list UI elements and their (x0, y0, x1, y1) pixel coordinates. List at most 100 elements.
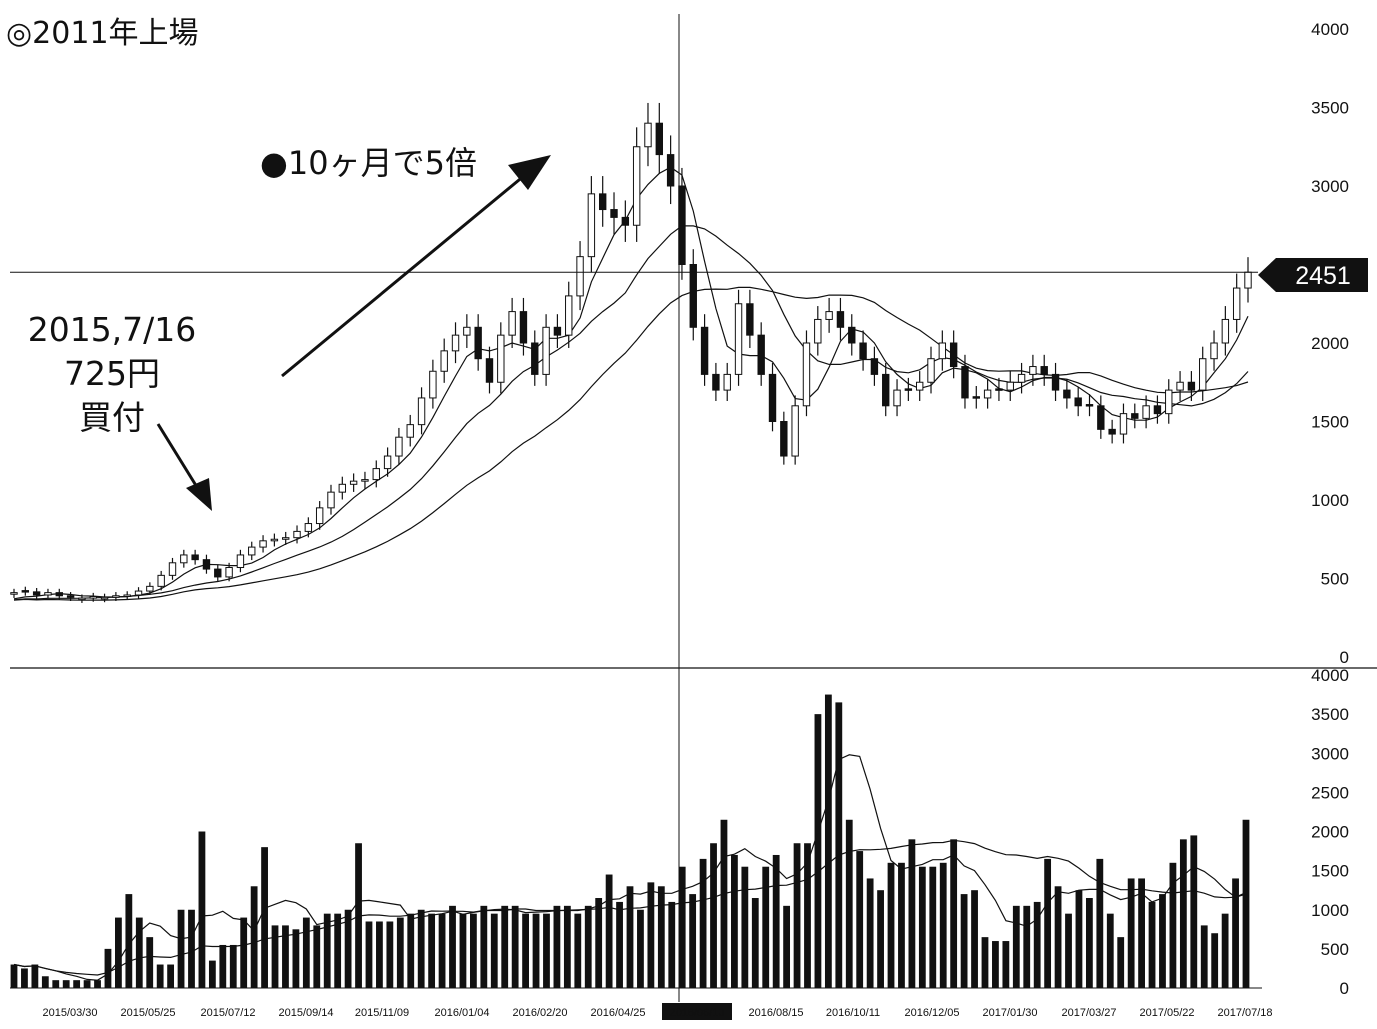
volume-tick-label: 2000 (1311, 823, 1349, 842)
volume-bar (376, 921, 383, 988)
candle-body (893, 389, 901, 407)
candle-body (100, 596, 109, 600)
candle-body (123, 594, 131, 597)
volume-bar (741, 866, 749, 988)
candle-body (361, 479, 369, 482)
volume-bar (438, 913, 446, 988)
price-tick-label: 0 (1340, 648, 1349, 667)
volume-bar (929, 866, 937, 988)
volume-bar (1065, 913, 1072, 988)
volume-bar (188, 909, 195, 988)
buy-label: 買付 (79, 398, 145, 437)
candle-body (1232, 287, 1241, 320)
volume-bar (1033, 901, 1041, 988)
volume-bar (459, 913, 467, 988)
price-tick-label: 500 (1321, 570, 1349, 589)
volume-bar (177, 909, 185, 988)
candle-body (451, 334, 460, 352)
date-tick-label: 2016/04/25 (590, 1007, 645, 1019)
candle-body (406, 424, 414, 438)
candle-body (768, 373, 777, 422)
candle-body (21, 590, 30, 593)
volume-bar (292, 929, 300, 988)
date-tick-label: 2015/07/12 (200, 1007, 255, 1019)
candle-body (236, 554, 245, 569)
candle-body (1074, 397, 1082, 407)
volume-bar (219, 944, 227, 988)
candle-body (825, 311, 833, 320)
candle-body (259, 540, 267, 548)
volume-bar (198, 831, 206, 988)
volume-bar (83, 980, 91, 988)
candle-body (89, 596, 97, 599)
candle-body (497, 334, 505, 383)
trend-arrow (281, 173, 526, 378)
candle-body (429, 370, 437, 399)
volume-bar (522, 913, 529, 988)
ma-long-line (13, 286, 1249, 601)
volume-bar (824, 694, 832, 988)
volume-bar (710, 843, 717, 988)
candle-body (746, 303, 754, 336)
volume-bar (1159, 894, 1166, 988)
candle-body (134, 590, 143, 596)
volume-bar (396, 917, 404, 988)
volume-bar (146, 937, 154, 988)
candle-body (417, 397, 426, 426)
volume-bar (1075, 890, 1083, 988)
volume-bar (115, 917, 122, 988)
volume-bar (532, 913, 540, 988)
candle-body (621, 216, 630, 226)
volume-bar (950, 839, 958, 988)
volume-bar (939, 862, 947, 988)
volume-bar (282, 925, 289, 988)
volume-bar (21, 968, 28, 988)
candle-body (938, 342, 947, 360)
date-tick-label: 2017/03/27 (1061, 1007, 1116, 1019)
volume-tick-label: 500 (1321, 940, 1349, 959)
volume-bar (449, 905, 456, 988)
volume-bar (668, 901, 676, 988)
candle-body (349, 480, 358, 485)
volume-bar (971, 890, 978, 988)
volume-bar (835, 702, 843, 988)
price-tick-label: 1500 (1311, 413, 1349, 432)
volume-bar (135, 917, 143, 988)
volume-tick-label: 4000 (1311, 666, 1349, 685)
volume-bar (908, 839, 916, 988)
volume-bar (386, 921, 394, 988)
candle-body (180, 554, 188, 564)
candle-body (304, 523, 313, 532)
volume-bar (595, 898, 603, 988)
candle-body (485, 358, 494, 383)
volume-bar (814, 714, 822, 988)
candle-body (395, 436, 403, 457)
volume-bar (751, 898, 759, 988)
volume-ma-short-line (13, 754, 1247, 981)
price-tick-label: 3000 (1311, 177, 1349, 196)
volume-bar (62, 980, 70, 988)
date-tick-label: 2016/12/05 (904, 1007, 959, 1019)
candle-body (791, 405, 799, 457)
candle-body (1119, 413, 1128, 435)
candle-body (542, 326, 550, 375)
buy-date: 2015,7/16 (27, 310, 197, 349)
volume-bar (261, 847, 268, 988)
current-price-badge: 2451 (1258, 258, 1368, 292)
candle-body (1187, 381, 1196, 391)
candle-body (553, 326, 562, 336)
candle-body (1244, 271, 1252, 289)
candle-body (10, 592, 18, 595)
candle-body (372, 468, 380, 481)
volume-bar (511, 905, 519, 988)
volume-bar (240, 917, 248, 988)
candle-body (1017, 373, 1026, 383)
candle-body (78, 597, 86, 601)
candle-body (700, 326, 709, 375)
volume-bar (271, 925, 279, 988)
candle-body (338, 483, 347, 493)
candle-body (1085, 404, 1094, 407)
candle-body (248, 546, 256, 556)
candle-body (904, 388, 913, 391)
